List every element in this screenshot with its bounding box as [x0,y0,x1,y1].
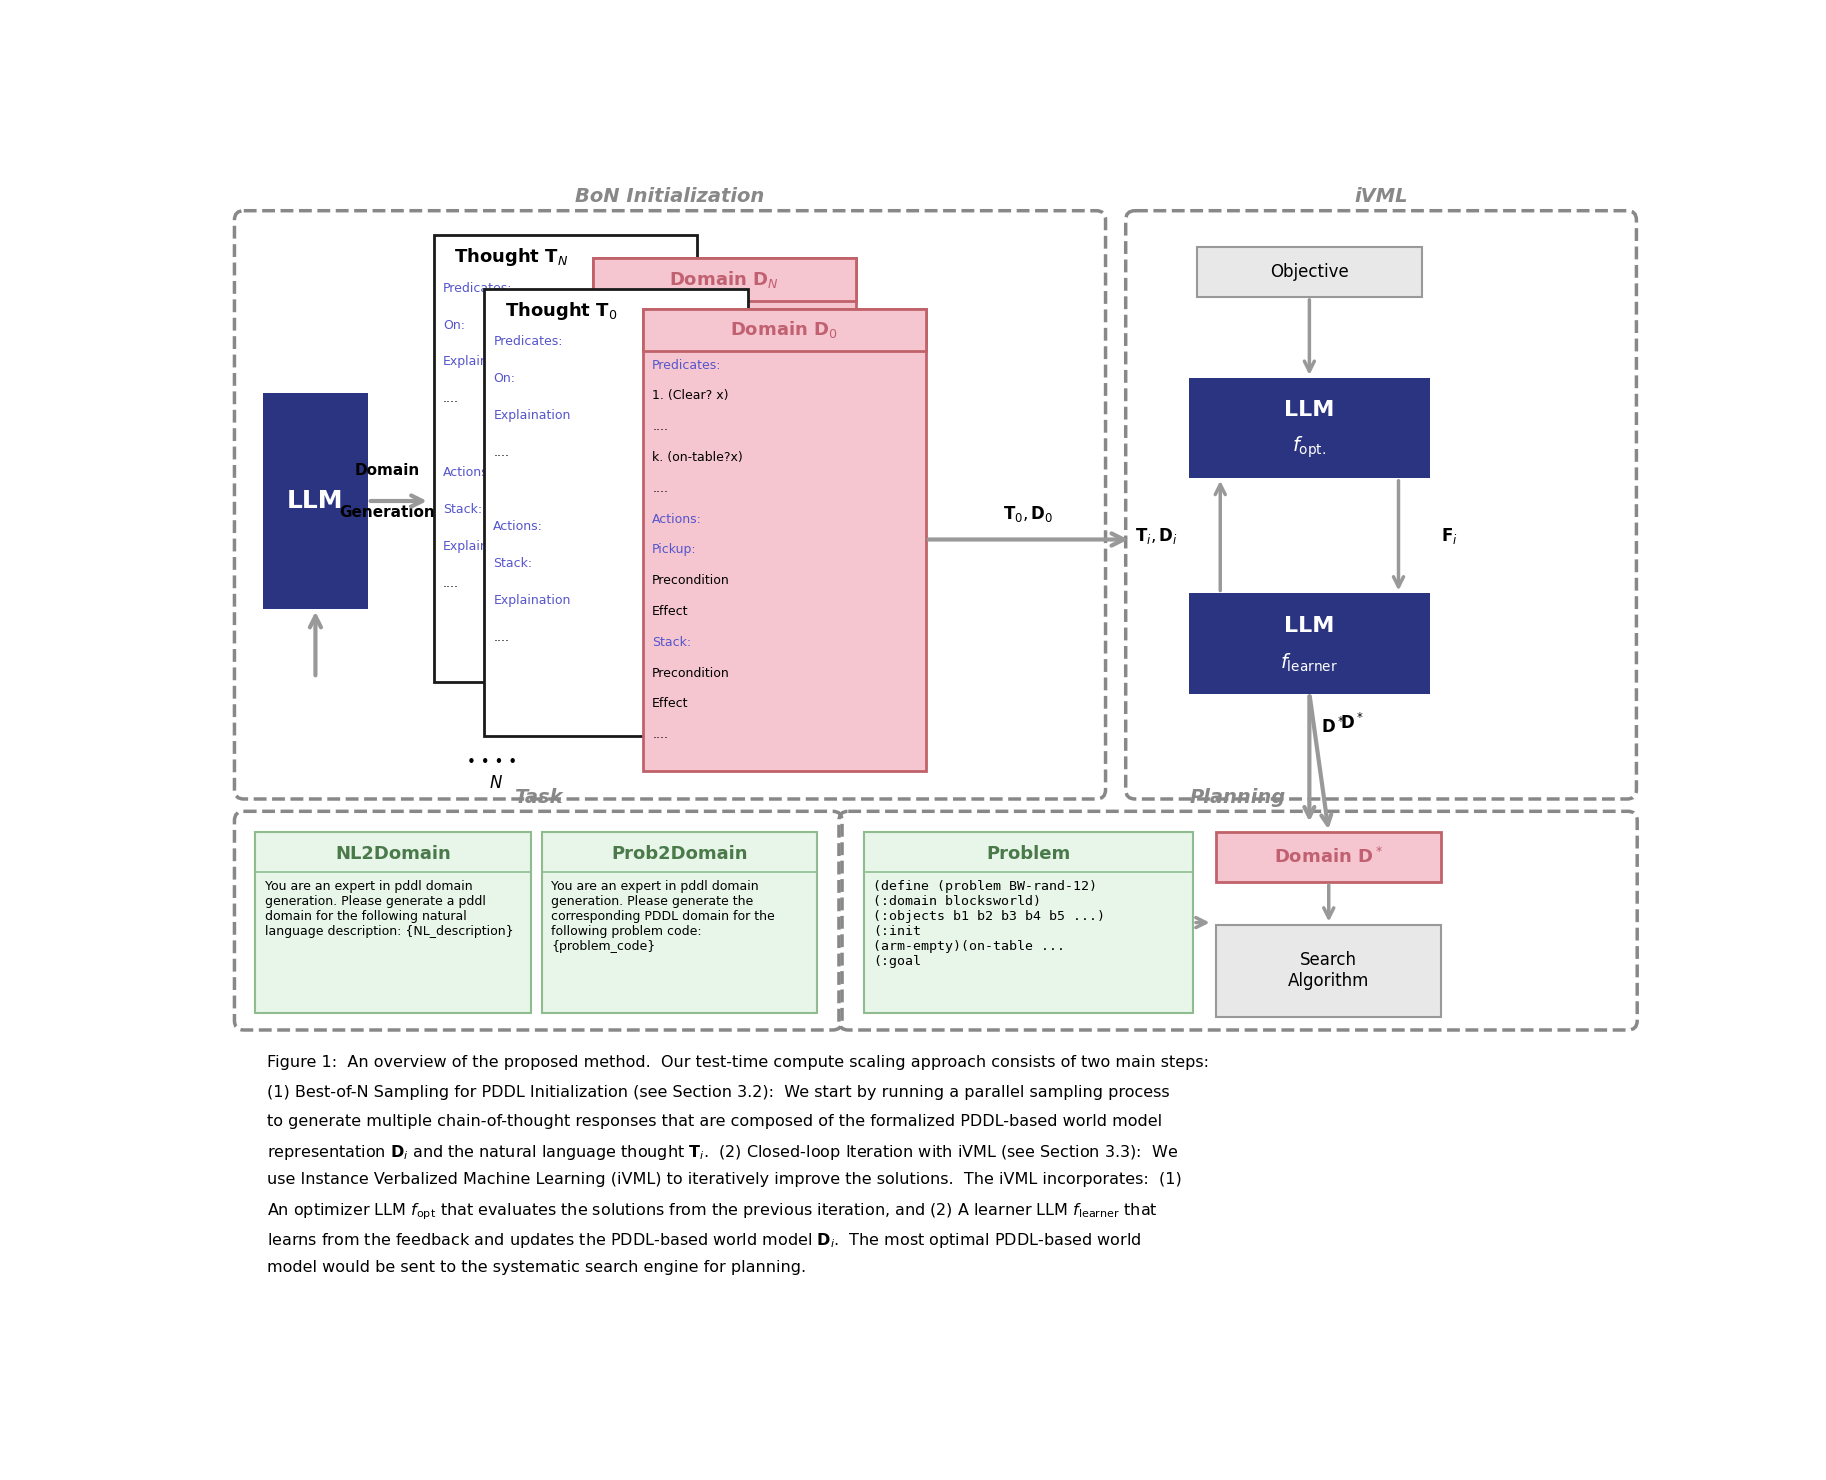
Text: model would be sent to the systematic search engine for planning.: model would be sent to the systematic se… [267,1261,805,1276]
Text: LLM: LLM [287,488,343,514]
Text: ....: .... [652,482,668,494]
Text: Prob2Domain: Prob2Domain [612,845,749,863]
Text: Pickup:: Pickup: [652,543,698,556]
Text: LLM: LLM [1284,400,1335,420]
Text: Explaination: Explaination [444,540,520,554]
Bar [643,308,926,771]
Text: BoN Initialization: BoN Initialization [575,186,765,206]
Bar [1216,832,1441,882]
Text: $\mathbf{D}^*$: $\mathbf{D}^*$ [1340,713,1364,733]
Text: learns from the feedback and updates the PDDL-based world model $\mathbf{D}_i$. : learns from the feedback and updates the… [267,1231,1141,1251]
Text: Search
Algorithm: Search Algorithm [1287,952,1370,990]
Text: You are an expert in pddl domain
generation. Please generate a pddl
domain for t: You are an expert in pddl domain generat… [265,879,513,938]
Bar [1198,247,1422,297]
Text: Explaination: Explaination [493,593,572,607]
Text: On:: On: [444,318,466,332]
Bar [484,289,747,736]
Text: Domain $\mathbf{D}_N$: Domain $\mathbf{D}_N$ [670,269,780,290]
Text: ....: .... [652,728,668,741]
Text: Thought $\mathbf{T}_N$: Thought $\mathbf{T}_N$ [455,246,568,268]
Text: ....: .... [652,420,668,434]
Text: Domain: Domain [354,463,420,478]
Text: You are an expert in pddl domain
generation. Please generate the
corresponding P: You are an expert in pddl domain generat… [551,879,776,953]
Bar [592,259,856,567]
Text: Stack:: Stack: [652,636,692,648]
Text: representation $\mathbf{D}_i$ and the natural language thought $\mathbf{T}_i$.  : representation $\mathbf{D}_i$ and the na… [267,1143,1178,1162]
Bar [542,832,818,1012]
Bar [643,308,926,351]
Text: Figure 1:  An overview of the proposed method.  Our test-time compute scaling ap: Figure 1: An overview of the proposed me… [267,1055,1209,1070]
Text: ....: .... [493,447,509,459]
Bar [256,832,531,1012]
Text: Thought $\mathbf{T}_0$: Thought $\mathbf{T}_0$ [506,300,617,321]
Text: $f_{\mathrm{opt.}}$: $f_{\mathrm{opt.}}$ [1293,434,1326,460]
Bar [592,259,856,300]
Text: Domain $\mathbf{D}_0$: Domain $\mathbf{D}_0$ [730,318,838,340]
Text: (define (problem BW-rand-12)
(:domain blocksworld)
(:objects b1 b2 b3 b4 b5 ...): (define (problem BW-rand-12) (:domain bl… [873,879,1105,968]
Text: Explaination: Explaination [493,410,572,422]
Text: Predicates:: Predicates: [603,308,672,321]
Text: NL2Domain: NL2Domain [334,845,451,863]
Text: iVML: iVML [1355,186,1408,206]
Text: Explaination: Explaination [444,355,520,369]
Bar [1216,925,1441,1017]
Text: ....: .... [444,392,458,406]
Text: k. (on-table?x): k. (on-table?x) [652,451,743,463]
Text: Effect: Effect [652,697,688,710]
Bar [433,235,698,682]
Text: An optimizer LLM $f_{\mathrm{opt}}$ that evaluates the solutions from the previo: An optimizer LLM $f_{\mathrm{opt}}$ that… [267,1202,1158,1222]
Text: $\mathbf{F}_i$: $\mathbf{F}_i$ [1441,525,1457,546]
Text: Actions:: Actions: [444,466,493,480]
Text: ....: .... [493,630,509,644]
Text: $\mathbf{T}_0, \mathbf{D}_0$: $\mathbf{T}_0, \mathbf{D}_0$ [1002,505,1054,524]
Text: $f_{\mathrm{learner}}$: $f_{\mathrm{learner}}$ [1280,651,1338,673]
Text: Precondition: Precondition [652,666,730,679]
Text: $\mathbf{T}_i, \mathbf{D}_i$: $\mathbf{T}_i, \mathbf{D}_i$ [1134,525,1178,546]
Text: to generate multiple chain-of-thought responses that are composed of the formali: to generate multiple chain-of-thought re… [267,1114,1161,1129]
Text: Stack:: Stack: [493,556,533,570]
Text: Predicates:: Predicates: [444,281,513,295]
Bar [864,832,1192,1012]
Text: Actions:: Actions: [652,512,701,525]
Text: use Instance Verbalized Machine Learning (iVML) to iteratively improve the solut: use Instance Verbalized Machine Learning… [267,1172,1181,1187]
Text: Task: Task [513,787,562,807]
Text: Generation: Generation [340,505,435,519]
Text: LLM: LLM [1284,616,1335,636]
Text: • • • •: • • • • [467,755,517,770]
Text: Domain $\mathbf{D}^*$: Domain $\mathbf{D}^*$ [1275,847,1384,867]
Text: Predicates:: Predicates: [652,358,721,371]
Bar [1189,593,1430,694]
Text: Stack:: Stack: [444,503,482,517]
Text: Planning: Planning [1191,787,1286,807]
Text: Precondition: Precondition [652,574,730,588]
Text: Actions:: Actions: [493,521,542,533]
Text: Effect: Effect [652,605,688,619]
Text: 1. (Clear? x): 1. (Clear? x) [652,389,729,403]
Text: Problem: Problem [986,845,1070,863]
Text: Objective: Objective [1271,263,1349,281]
Text: (1) Best-of-N Sampling for PDDL Initialization (see Section 3.2):  We start by r: (1) Best-of-N Sampling for PDDL Initiali… [267,1085,1170,1100]
Text: Predicates:: Predicates: [493,336,562,348]
Text: N: N [489,774,502,792]
Bar [1189,377,1430,478]
Text: On:: On: [493,373,515,385]
Bar [263,394,367,608]
Text: $\mathbf{D}^*$: $\mathbf{D}^*$ [1320,716,1344,737]
Text: ....: .... [444,577,458,591]
